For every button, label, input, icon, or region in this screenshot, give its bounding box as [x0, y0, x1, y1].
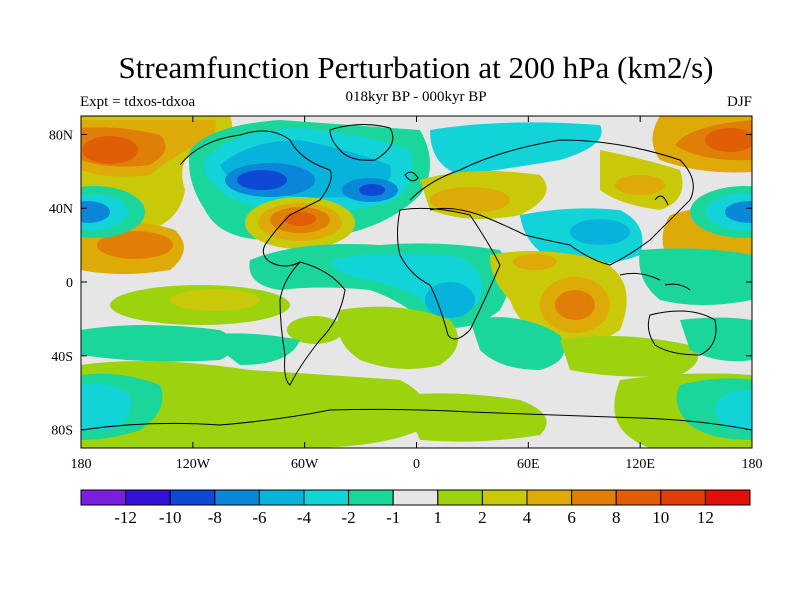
contour-pacific-negative-east — [690, 186, 752, 238]
y-tick-label: 80N — [49, 128, 73, 143]
colorbar: -12 -10 -8 -6 -4 -2 -1 1 2 4 6 8 10 12 — [80, 489, 751, 527]
contour-tropical-negative — [249, 243, 510, 328]
contour-field — [81, 116, 752, 448]
colorbar-swatch — [615, 489, 662, 506]
colorbar-label: -10 — [159, 508, 182, 527]
colorbar-swatch — [660, 489, 706, 506]
contour-indian-south — [560, 317, 752, 377]
colorbar-swatch — [437, 489, 483, 506]
coastline-africa — [397, 207, 501, 340]
coastline-europe-asia — [409, 139, 694, 266]
colorbar-label: -12 — [114, 508, 137, 527]
colorbar-label: 4 — [523, 508, 532, 527]
coastlines — [81, 124, 752, 431]
x-tick-label: 0 — [413, 457, 420, 472]
y-tick-label: 80S — [51, 424, 73, 439]
contour-southern-ocean — [81, 361, 752, 448]
coastline-indonesia — [619, 272, 691, 291]
contour-maritime-negative — [639, 248, 752, 305]
colorbar-label: 8 — [612, 508, 621, 527]
x-tick-label: 60E — [517, 457, 540, 472]
colorbar-label: -2 — [342, 508, 356, 527]
colorbar-swatch — [348, 489, 394, 506]
x-tick-label: 180 — [71, 457, 92, 472]
contour-southern-pacific — [81, 285, 343, 365]
map-subtitle: 018kyr BP - 000kyr BP — [345, 89, 487, 105]
contour-north-america-negative — [189, 120, 430, 242]
colorbar-label: 2 — [478, 508, 487, 527]
colorbar-label: -6 — [252, 508, 266, 527]
colorbar-label: -8 — [208, 508, 222, 527]
x-tick-label: 60W — [291, 457, 319, 472]
y-tick-label: 40S — [51, 350, 73, 365]
y-tick-label: 0 — [66, 276, 73, 291]
contour-eurasia — [420, 122, 683, 265]
colorbar-label: 6 — [567, 508, 576, 527]
contour-ne-pacific-positive — [652, 116, 752, 173]
x-tick-label: 120E — [625, 457, 655, 472]
colorbar-label: -1 — [386, 508, 400, 527]
coastline-antarctica — [81, 408, 752, 431]
colorbar-swatch — [392, 489, 439, 506]
coastline-uk — [404, 171, 419, 182]
axis-ticks: 180 120W 60W 0 60E 120E 180 80N 40N 0 40S 80S — [49, 116, 763, 472]
contour-atlantic-positive — [245, 197, 355, 249]
coastline-south-america — [279, 261, 346, 386]
season-label: DJF — [726, 94, 752, 110]
colorbar-label: 12 — [697, 508, 714, 527]
x-tick-label: 180 — [742, 457, 763, 472]
colorbar-label: 10 — [652, 508, 669, 527]
colorbar-label: -4 — [297, 508, 312, 527]
colorbar-swatch — [169, 489, 216, 506]
colorbar-swatch — [571, 489, 617, 506]
y-tick-label: 40N — [49, 202, 73, 217]
colorbar-swatch — [526, 489, 573, 506]
colorbar-label: 1 — [434, 508, 443, 527]
x-tick-label: 120W — [176, 457, 211, 472]
experiment-label: Expt = tdxos-tdxoa — [80, 94, 196, 110]
contour-south-atlantic — [337, 306, 565, 370]
colorbar-swatch — [80, 489, 127, 506]
colorbar-swatch — [303, 489, 350, 506]
coastline-north-america — [179, 130, 332, 267]
colorbar-swatch — [214, 489, 260, 506]
colorbar-swatch — [704, 489, 751, 506]
colorbar-swatch — [258, 489, 305, 506]
coastline-greenland — [329, 124, 394, 161]
map-title: Streamfunction Perturbation at 200 hPa (… — [118, 50, 714, 85]
colorbar-swatch — [125, 489, 171, 506]
colorbar-swatch — [481, 489, 528, 506]
coastline-japan — [654, 195, 669, 206]
contour-pacific-negative-west — [81, 186, 145, 238]
coastline-australia — [647, 310, 717, 356]
